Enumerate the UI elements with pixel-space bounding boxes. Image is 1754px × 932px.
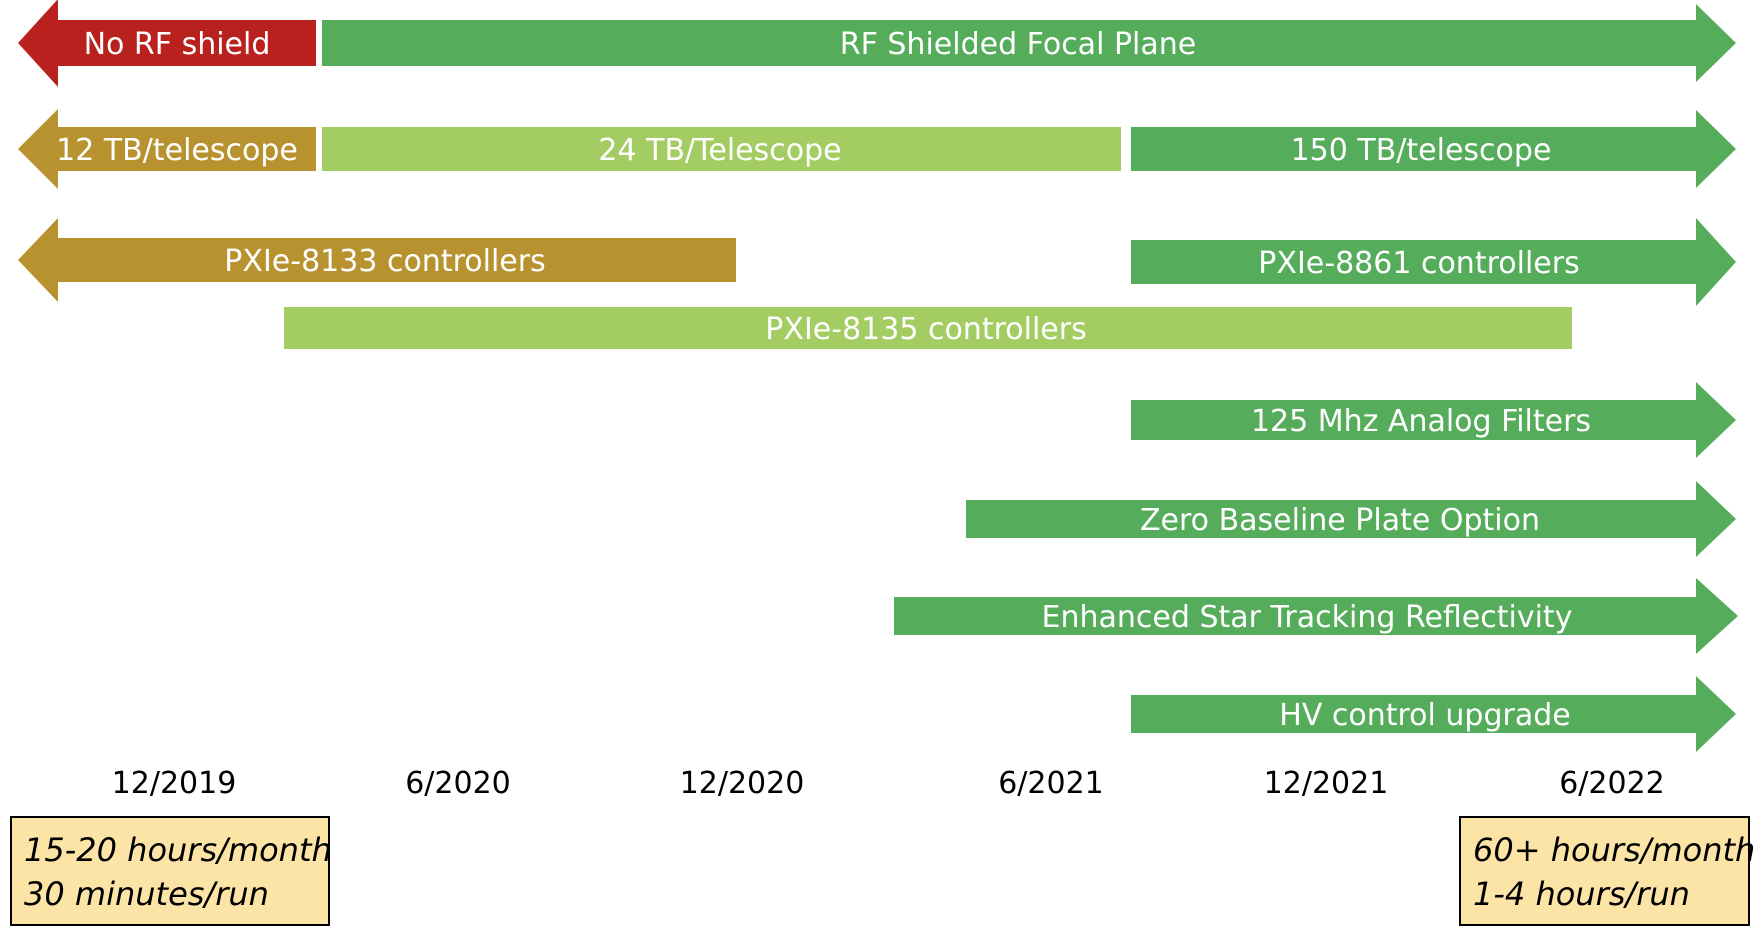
hv-control-arrow (1131, 676, 1736, 752)
bar-pxie-8135: PXIe-8135 controllers (284, 307, 1572, 349)
timeline-label: 12/2020 (680, 766, 805, 801)
note-left-line-2: 30 minutes/run (24, 875, 269, 913)
pxie-8133-label: PXIe-8133 controllers (224, 244, 545, 279)
bar-24tb-telescope: 24 TB/Telescope (322, 127, 1121, 171)
150tb-telescope-label: 150 TB/telescope (1291, 133, 1552, 168)
timeline-axis: 12/2019 6/2020 12/2020 6/2021 12/2021 6/2022 (112, 766, 1665, 801)
pxie-8135-label: PXIe-8135 controllers (765, 312, 1086, 347)
12tb-telescope-label: 12 TB/telescope (56, 133, 298, 168)
bar-hv-control: HV control upgrade (1131, 676, 1736, 752)
timeline-label: 12/2021 (1264, 766, 1389, 801)
pxie-8861-label: PXIe-8861 controllers (1258, 246, 1579, 281)
timeline-label: 12/2019 (112, 766, 237, 801)
note-left: 15-20 hours/month 30 minutes/run (10, 816, 332, 926)
timeline-label: 6/2021 (998, 766, 1104, 801)
note-left-line-1: 15-20 hours/month (24, 831, 332, 869)
no-rf-shield-label: No RF shield (84, 27, 271, 62)
bar-12tb-telescope: 12 TB/telescope (18, 109, 316, 189)
no-rf-shield-arrow (18, 0, 316, 87)
note-right: 60+ hours/month 1-4 hours/run (1459, 816, 1754, 926)
bar-analog-filters: 125 Mhz Analog Filters (1131, 382, 1736, 458)
pxie-8133-arrow (18, 218, 736, 302)
bar-pxie-8133: PXIe-8133 controllers (18, 218, 736, 302)
zero-baseline-arrow (966, 481, 1736, 557)
star-tracking-label: Enhanced Star Tracking Reflectivity (1042, 600, 1573, 635)
bar-150tb-telescope: 150 TB/telescope (1131, 110, 1736, 188)
star-tracking-arrow (894, 578, 1738, 654)
pxie-8135-arrow (284, 307, 1572, 349)
rf-shielded-focal-plane-arrow (322, 4, 1736, 82)
analog-filters-label: 125 Mhz Analog Filters (1251, 404, 1591, 439)
bar-star-tracking: Enhanced Star Tracking Reflectivity (894, 578, 1738, 654)
12tb-telescope-arrow (18, 109, 316, 189)
note-right-line-2: 1-4 hours/run (1473, 875, 1690, 913)
bar-rf-shielded-focal-plane: RF Shielded Focal Plane (322, 4, 1736, 82)
bar-no-rf-shield: No RF shield (18, 0, 316, 87)
bars-layer: No RF shield RF Shielded Focal Plane 12 TB… (18, 0, 1738, 752)
24tb-telescope-arrow (322, 127, 1121, 171)
bar-pxie-8861: PXIe-8861 controllers (1131, 218, 1736, 306)
24tb-telescope-label: 24 TB/Telescope (598, 133, 841, 168)
timeline-label: 6/2022 (1559, 766, 1665, 801)
zero-baseline-label: Zero Baseline Plate Option (1140, 503, 1540, 538)
bar-zero-baseline: Zero Baseline Plate Option (966, 481, 1736, 557)
pxie-8861-arrow (1131, 218, 1736, 306)
rf-shielded-focal-plane-label: RF Shielded Focal Plane (840, 27, 1196, 62)
hv-control-label: HV control upgrade (1279, 698, 1570, 733)
note-right-line-1: 60+ hours/month (1473, 831, 1754, 869)
analog-filters-arrow (1131, 382, 1736, 458)
150tb-telescope-arrow (1131, 110, 1736, 188)
timeline-label: 6/2020 (405, 766, 511, 801)
